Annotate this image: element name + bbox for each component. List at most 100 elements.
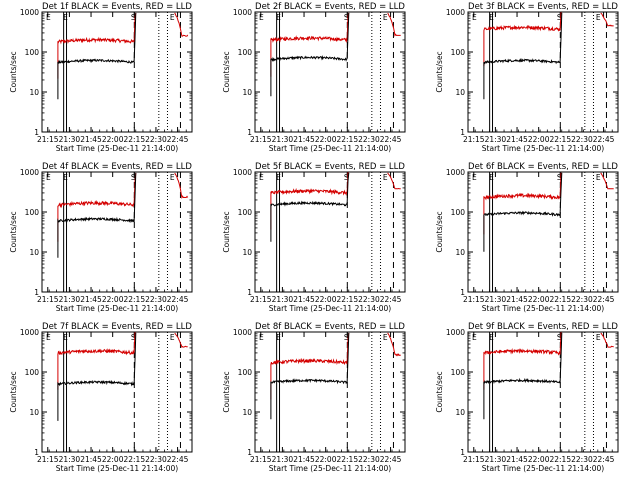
- x-tick-label: 22:45: [380, 135, 402, 144]
- x-tick-label: 22:45: [167, 455, 189, 464]
- y-axis-label: Counts/sec: [9, 371, 18, 412]
- panel-title: Det 8f BLACK = Events, RED = LLD: [255, 322, 405, 332]
- detector-panel-1: Det 1f BLACK = Events, RED = LLD 1 10 100 10…: [9, 2, 193, 153]
- y-axis-label: Counts/sec: [9, 211, 18, 252]
- x-tick-label: 22:30: [145, 455, 167, 464]
- y-tick-label: 1: [247, 288, 252, 297]
- y-tick-label: 100: [451, 48, 466, 57]
- marker-label: E: [276, 333, 281, 342]
- x-tick-label: 21:30: [485, 455, 507, 464]
- y-axis-label: Counts/sec: [435, 211, 444, 252]
- y-axis-label: Counts/sec: [222, 211, 231, 252]
- y-tick-label: 100: [25, 48, 40, 57]
- series-lld-tail: [600, 12, 614, 27]
- y-tick-label: 10: [455, 88, 465, 97]
- series-lld-tail: [600, 332, 614, 348]
- x-tick-label: 21:15: [37, 295, 59, 304]
- y-tick-label: 1000: [446, 168, 465, 177]
- y-tick-label: 1000: [20, 328, 39, 337]
- x-axis-label: Start Time (25-Dec-11 21:14:00): [56, 464, 178, 473]
- marker-label: E: [596, 333, 601, 342]
- x-tick-label: 21:15: [463, 295, 485, 304]
- y-tick-label: 1: [460, 448, 465, 457]
- y-tick-label: 1000: [233, 328, 252, 337]
- x-tick-label: 22:45: [167, 295, 189, 304]
- series-lld-line: [57, 172, 137, 242]
- x-tick-label: 22:15: [123, 455, 145, 464]
- plot-frame: [467, 11, 619, 133]
- marker-label: E: [489, 173, 494, 182]
- y-axis-label: Counts/sec: [222, 51, 231, 92]
- series-events-line: [57, 332, 137, 421]
- series-lld-line: [270, 12, 350, 77]
- y-tick-label: 100: [451, 368, 466, 377]
- x-tick-label: 21:45: [80, 295, 102, 304]
- series-events-line: [483, 332, 563, 420]
- detector-panel-3: Det 3f BLACK = Events, RED = LLD 1 10 100 10…: [435, 2, 619, 153]
- x-tick-label: 21:45: [506, 295, 528, 304]
- y-tick-label: 1000: [233, 8, 252, 17]
- y-tick-label: 1: [34, 448, 39, 457]
- marker-label: E: [276, 173, 281, 182]
- panel-title: Det 2f BLACK = Events, RED = LLD: [255, 2, 405, 12]
- marker-label-left: E: [472, 13, 477, 22]
- y-tick-label: 1: [247, 128, 252, 137]
- x-tick-label: 22:00: [315, 455, 337, 464]
- detector-panel-6: Det 6f BLACK = Events, RED = LLD 1 10 100 10…: [435, 162, 619, 313]
- y-tick-label: 100: [238, 208, 253, 217]
- y-tick-label: 10: [29, 248, 39, 257]
- x-tick-label: 21:30: [485, 135, 507, 144]
- marker-label-left: E: [472, 173, 477, 182]
- panel-title: Det 9f BLACK = Events, RED = LLD: [468, 322, 618, 332]
- series-lld-tail: [174, 172, 189, 199]
- y-tick-label: 10: [242, 88, 252, 97]
- y-tick-label: 1: [460, 128, 465, 137]
- marker-label: S: [344, 13, 349, 22]
- x-tick-label: 22:00: [528, 455, 550, 464]
- detector-panel-4: Det 4f BLACK = Events, RED = LLD 1 10 100 10…: [9, 162, 193, 313]
- x-tick-label: 22:00: [102, 295, 124, 304]
- x-axis-label: Start Time (25-Dec-11 21:14:00): [269, 304, 391, 313]
- plot-frame: [467, 171, 619, 293]
- plot-frame: [254, 11, 406, 133]
- y-tick-label: 1: [460, 288, 465, 297]
- x-tick-label: 21:30: [59, 135, 81, 144]
- x-tick-label: 22:15: [549, 135, 571, 144]
- x-tick-label: 21:15: [37, 135, 59, 144]
- marker-label: E: [276, 13, 281, 22]
- series-lld-line: [270, 332, 350, 400]
- y-tick-label: 1: [247, 448, 252, 457]
- y-tick-label: 10: [242, 408, 252, 417]
- x-axis-label: Start Time (25-Dec-11 21:14:00): [482, 144, 604, 153]
- y-tick-label: 1000: [20, 8, 39, 17]
- x-tick-label: 22:45: [380, 295, 402, 304]
- x-tick-label: 21:30: [59, 295, 81, 304]
- x-tick-label: 22:15: [549, 455, 571, 464]
- x-tick-label: 22:30: [358, 455, 380, 464]
- x-axis-label: Start Time (25-Dec-11 21:14:00): [269, 144, 391, 153]
- series-lld-line: [483, 172, 563, 235]
- y-tick-label: 10: [29, 88, 39, 97]
- marker-label: S: [131, 173, 136, 182]
- x-tick-label: 22:30: [571, 135, 593, 144]
- panel-title: Det 7f BLACK = Events, RED = LLD: [42, 322, 192, 332]
- marker-label-left: E: [46, 173, 51, 182]
- marker-label-left: E: [259, 13, 264, 22]
- series-events-line: [57, 12, 137, 100]
- x-tick-label: 21:45: [506, 135, 528, 144]
- x-tick-label: 22:30: [358, 135, 380, 144]
- series-lld-tail: [600, 172, 614, 190]
- series-lld-line: [57, 332, 136, 390]
- marker-label-left: E: [259, 333, 264, 342]
- x-tick-label: 21:30: [59, 455, 81, 464]
- marker-label: E: [170, 173, 175, 182]
- marker-label-left: E: [46, 13, 51, 22]
- x-tick-label: 22:00: [315, 295, 337, 304]
- x-tick-label: 22:45: [593, 295, 615, 304]
- panel-title: Det 6f BLACK = Events, RED = LLD: [468, 162, 618, 172]
- series-lld-line: [483, 12, 562, 67]
- marker-label: S: [344, 173, 349, 182]
- y-tick-label: 1000: [446, 328, 465, 337]
- plot-frame: [254, 331, 406, 453]
- x-tick-label: 21:30: [485, 295, 507, 304]
